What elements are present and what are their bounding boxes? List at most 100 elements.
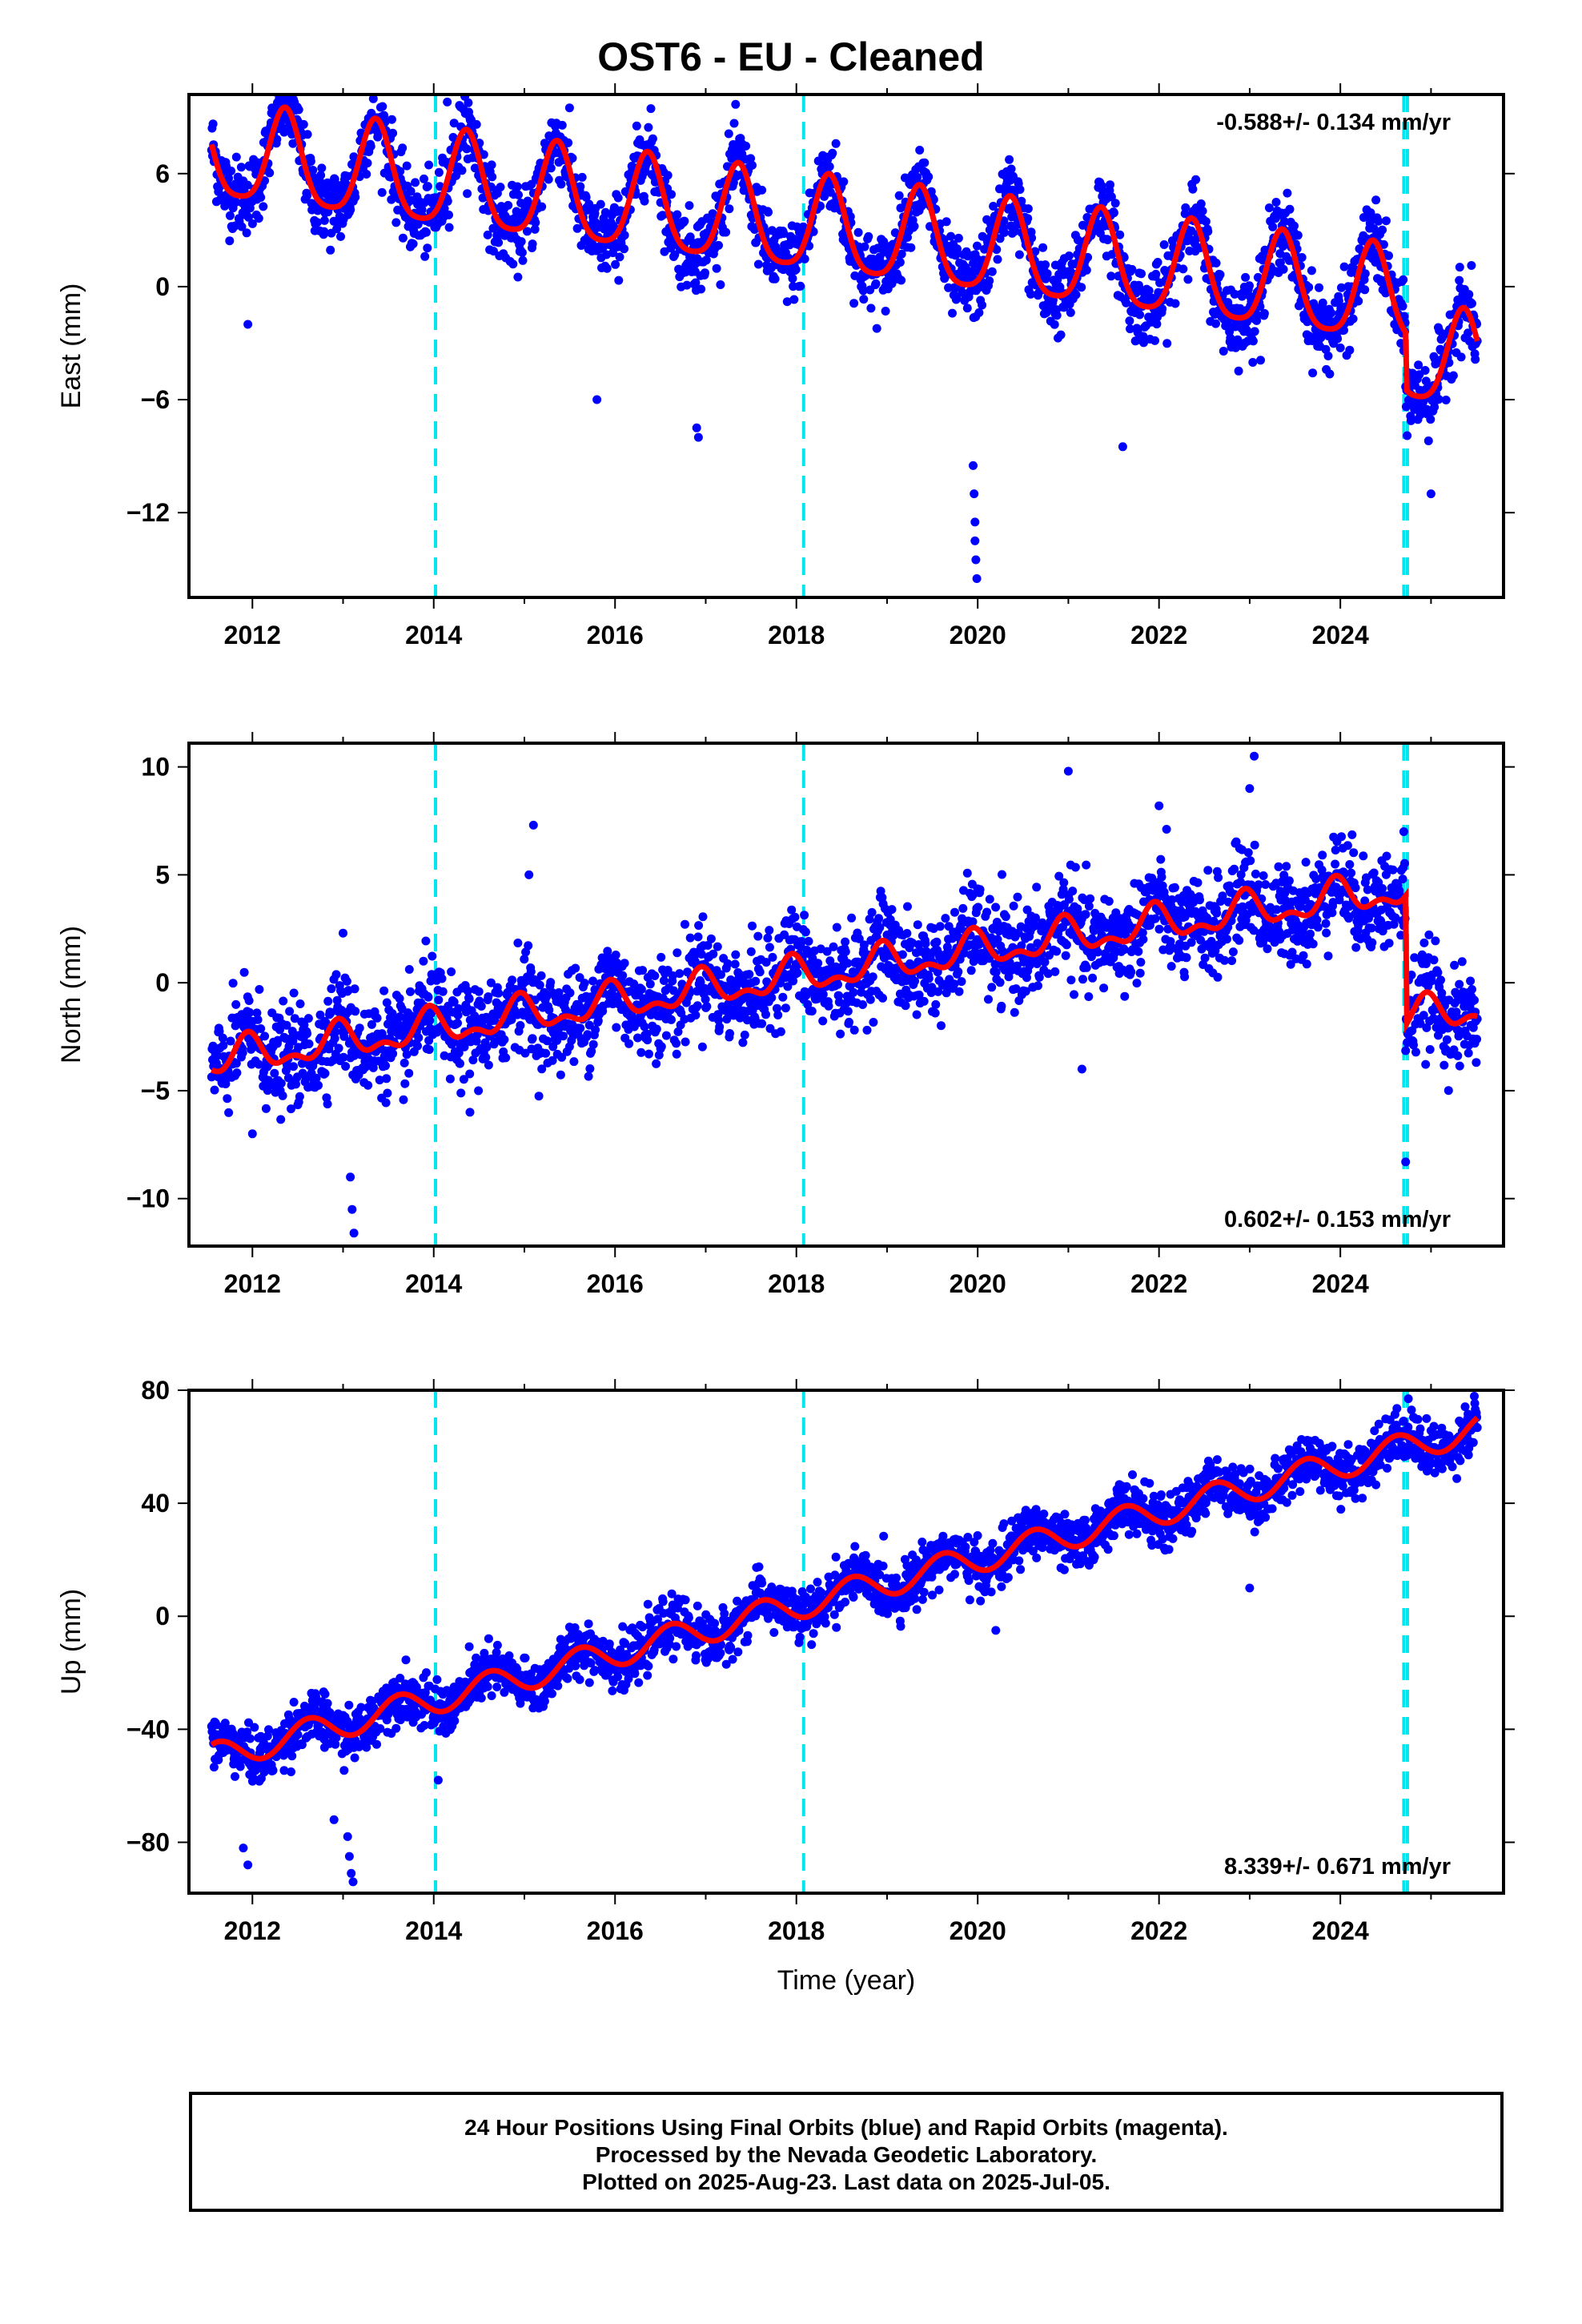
data-point xyxy=(1031,913,1040,923)
data-point xyxy=(1198,207,1207,215)
data-point xyxy=(681,1037,690,1047)
chart-title: OST6 - EU - Cleaned xyxy=(597,34,985,79)
data-point xyxy=(613,193,623,203)
data-point xyxy=(894,191,904,200)
data-point xyxy=(1271,198,1281,207)
data-point xyxy=(544,175,553,184)
data-point xyxy=(913,920,922,930)
data-point xyxy=(379,111,389,120)
data-point xyxy=(1106,271,1116,281)
data-point xyxy=(1006,164,1016,174)
data-point xyxy=(1306,899,1315,909)
data-point xyxy=(396,167,405,176)
data-point xyxy=(985,276,994,286)
data-point xyxy=(1246,856,1255,866)
data-point xyxy=(494,988,504,998)
data-point xyxy=(659,976,669,985)
data-point xyxy=(320,1068,330,1078)
data-point xyxy=(954,233,963,243)
data-point xyxy=(1327,908,1337,918)
data-point xyxy=(323,996,333,1006)
data-point xyxy=(419,956,428,966)
data-point xyxy=(434,995,444,1005)
data-point xyxy=(517,247,527,257)
data-point xyxy=(462,144,472,154)
data-point xyxy=(227,167,236,175)
data-point xyxy=(576,1023,585,1033)
data-point xyxy=(633,1033,642,1043)
data-point xyxy=(1068,887,1078,896)
data-point xyxy=(252,1008,262,1018)
data-point xyxy=(487,160,496,170)
data-point xyxy=(1122,298,1131,308)
data-point xyxy=(1082,265,1091,275)
data-point xyxy=(548,1055,557,1065)
data-point xyxy=(447,967,456,976)
data-point xyxy=(782,297,792,307)
data-point xyxy=(208,119,218,129)
data-point xyxy=(673,948,682,958)
data-point xyxy=(488,172,497,182)
data-point xyxy=(1283,188,1292,198)
data-point xyxy=(691,1011,701,1020)
data-point xyxy=(406,187,416,196)
data-point xyxy=(1441,396,1451,404)
data-point xyxy=(524,941,533,951)
data-point xyxy=(468,1055,478,1065)
data-point xyxy=(825,956,835,966)
data-point xyxy=(1062,940,1071,950)
data-point xyxy=(761,958,771,967)
data-point xyxy=(1268,222,1278,231)
data-point xyxy=(721,227,731,237)
data-point xyxy=(841,947,850,956)
data-point xyxy=(291,1080,300,1089)
data-point xyxy=(768,952,777,962)
data-point xyxy=(287,1104,295,1114)
data-point xyxy=(1315,283,1323,292)
data-point xyxy=(701,995,710,1004)
data-point xyxy=(382,998,391,1007)
data-point xyxy=(223,1094,232,1104)
data-point xyxy=(824,1001,833,1011)
data-point xyxy=(1448,371,1458,380)
y-tick-label: 6 xyxy=(155,159,170,188)
data-point xyxy=(513,939,523,947)
data-point xyxy=(1126,324,1134,334)
data-point xyxy=(781,1003,790,1013)
data-point xyxy=(992,245,1002,255)
data-point xyxy=(363,1080,373,1090)
data-point xyxy=(1025,960,1034,970)
data-point xyxy=(746,154,756,163)
data-point xyxy=(1251,869,1260,879)
data-point xyxy=(959,948,969,958)
data-point xyxy=(1235,935,1244,945)
data-point xyxy=(682,280,692,290)
data-point xyxy=(1170,883,1179,892)
data-point xyxy=(1127,264,1137,274)
data-point xyxy=(1325,369,1335,379)
data-point xyxy=(738,1038,748,1047)
data-point xyxy=(514,190,523,199)
data-layer xyxy=(207,94,1482,597)
data-point xyxy=(1306,929,1315,939)
data-point xyxy=(583,1030,592,1039)
data-point xyxy=(991,903,1001,912)
data-point xyxy=(714,1015,723,1025)
data-point xyxy=(789,295,799,304)
data-point xyxy=(1302,959,1311,969)
data-point xyxy=(244,212,253,222)
data-point xyxy=(860,242,869,251)
data-point xyxy=(508,975,517,985)
data-point xyxy=(921,939,930,948)
data-point xyxy=(1152,320,1162,329)
data-point xyxy=(330,175,339,184)
data-point xyxy=(1009,901,1018,911)
data-point xyxy=(702,1002,712,1011)
data-point xyxy=(862,1025,872,1035)
data-point xyxy=(254,214,263,223)
data-point xyxy=(1162,339,1172,348)
data-point xyxy=(568,154,577,163)
data-point xyxy=(706,934,716,943)
data-point xyxy=(1321,919,1331,928)
data-point xyxy=(526,967,536,976)
